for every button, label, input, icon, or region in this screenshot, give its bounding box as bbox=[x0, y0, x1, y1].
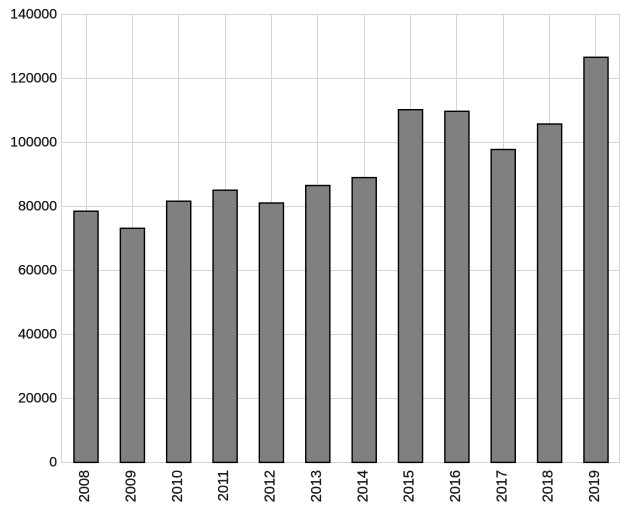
svg-text:2008: 2008 bbox=[77, 470, 93, 502]
svg-text:2019: 2019 bbox=[587, 470, 603, 502]
svg-text:120000: 120000 bbox=[10, 70, 57, 86]
svg-text:0: 0 bbox=[49, 454, 57, 470]
svg-text:2010: 2010 bbox=[170, 470, 186, 502]
svg-text:2018: 2018 bbox=[541, 470, 557, 502]
svg-text:2013: 2013 bbox=[309, 470, 325, 502]
svg-text:2016: 2016 bbox=[448, 470, 464, 502]
svg-text:40000: 40000 bbox=[18, 326, 57, 342]
svg-text:140000: 140000 bbox=[10, 6, 57, 22]
svg-text:60000: 60000 bbox=[18, 262, 57, 278]
svg-text:2011: 2011 bbox=[216, 470, 232, 501]
svg-text:2017: 2017 bbox=[494, 470, 510, 502]
svg-text:2012: 2012 bbox=[263, 470, 279, 502]
svg-text:80000: 80000 bbox=[18, 198, 57, 214]
svg-text:2009: 2009 bbox=[124, 470, 140, 502]
svg-text:2015: 2015 bbox=[402, 470, 418, 502]
svg-text:2014: 2014 bbox=[355, 470, 371, 502]
svg-text:20000: 20000 bbox=[18, 390, 57, 406]
svg-text:100000: 100000 bbox=[10, 134, 57, 150]
